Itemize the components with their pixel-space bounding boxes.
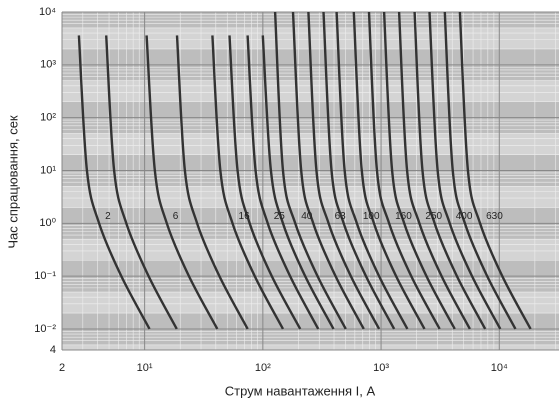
curve xyxy=(458,12,532,330)
x-tick-label: 2 xyxy=(59,362,65,374)
curve-label: 100 xyxy=(363,211,380,222)
x-axis-title: Струм навантаження I, А xyxy=(225,383,376,398)
curve xyxy=(228,35,302,330)
y-tick-label: 4 xyxy=(50,344,56,356)
x-tick-label: 10³ xyxy=(373,362,389,374)
y-tick-label: 10³ xyxy=(40,59,56,71)
y-tick-label: 10¹ xyxy=(40,164,56,176)
curve xyxy=(335,12,409,330)
curve-label: 630 xyxy=(486,211,503,222)
curve xyxy=(397,12,471,330)
grid-band xyxy=(62,133,559,155)
y-tick-label: 10⁻² xyxy=(34,323,56,335)
curve xyxy=(352,12,426,330)
curve xyxy=(145,35,219,330)
x-tick-label: 10² xyxy=(255,362,271,374)
curve xyxy=(307,12,381,330)
y-tick-label: 10⁰ xyxy=(39,217,56,229)
curve-label: 40 xyxy=(301,211,313,222)
y-tick-label: 10⁴ xyxy=(39,6,56,18)
curve-label: 160 xyxy=(395,211,412,222)
curve xyxy=(261,35,335,330)
curve xyxy=(413,12,487,330)
curve-label: 16 xyxy=(239,211,251,222)
curve xyxy=(322,12,396,330)
curves xyxy=(77,12,532,330)
x-tick-label: 10⁴ xyxy=(491,362,508,374)
curve xyxy=(175,35,249,330)
curve xyxy=(77,35,151,330)
curve xyxy=(291,12,365,330)
curve-label: 63 xyxy=(335,211,347,222)
curve xyxy=(273,12,347,330)
y-axis-title: Час спрацювання, сек xyxy=(5,115,20,249)
x-tick-label: 10¹ xyxy=(137,362,153,374)
y-tick-label: 10⁻¹ xyxy=(34,270,56,282)
curve xyxy=(428,12,502,330)
curve xyxy=(443,12,517,330)
curve-label: 25 xyxy=(274,211,286,222)
grid-band xyxy=(62,186,559,208)
grid-band xyxy=(62,344,559,350)
curve-label: 2 xyxy=(105,211,111,222)
curve xyxy=(246,35,320,330)
curve-label: 400 xyxy=(456,211,473,222)
curve-label: 250 xyxy=(425,211,442,222)
curve-label: 6 xyxy=(173,211,179,222)
curve xyxy=(382,12,456,330)
y-tick-label: 10² xyxy=(40,112,56,124)
curve xyxy=(211,35,285,330)
curve xyxy=(105,35,178,330)
curve xyxy=(367,12,441,330)
grid xyxy=(61,11,559,351)
